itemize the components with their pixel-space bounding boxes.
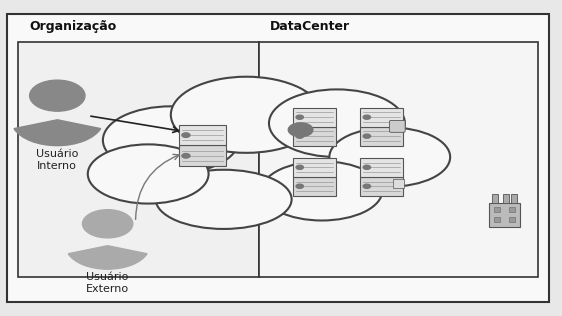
Circle shape (296, 165, 303, 169)
Circle shape (296, 115, 303, 119)
FancyBboxPatch shape (509, 217, 515, 222)
FancyBboxPatch shape (179, 125, 226, 145)
Circle shape (182, 154, 190, 158)
Circle shape (296, 134, 303, 138)
Circle shape (363, 184, 370, 188)
FancyBboxPatch shape (360, 127, 403, 146)
Ellipse shape (329, 127, 450, 187)
Text: Usuário
Externo: Usuário Externo (86, 272, 129, 294)
FancyBboxPatch shape (494, 217, 500, 222)
Circle shape (363, 165, 370, 169)
Ellipse shape (156, 170, 292, 229)
Circle shape (83, 210, 133, 238)
Circle shape (182, 133, 190, 137)
FancyBboxPatch shape (490, 203, 520, 227)
Circle shape (288, 123, 313, 137)
FancyBboxPatch shape (293, 158, 336, 177)
FancyBboxPatch shape (179, 145, 226, 166)
FancyBboxPatch shape (511, 194, 517, 203)
FancyBboxPatch shape (259, 42, 538, 277)
FancyBboxPatch shape (503, 194, 509, 203)
FancyBboxPatch shape (7, 14, 550, 302)
FancyBboxPatch shape (389, 120, 405, 132)
Text: Organização: Organização (29, 20, 116, 33)
Circle shape (296, 184, 303, 188)
FancyBboxPatch shape (293, 177, 336, 196)
Ellipse shape (88, 144, 209, 204)
Circle shape (30, 80, 85, 111)
Wedge shape (14, 120, 101, 146)
FancyBboxPatch shape (393, 179, 404, 188)
Ellipse shape (171, 77, 322, 153)
FancyBboxPatch shape (360, 158, 403, 177)
Ellipse shape (261, 161, 382, 221)
Ellipse shape (269, 89, 405, 157)
Circle shape (363, 134, 370, 138)
FancyBboxPatch shape (360, 177, 403, 196)
FancyBboxPatch shape (494, 208, 500, 212)
Ellipse shape (103, 106, 239, 174)
FancyBboxPatch shape (293, 127, 336, 146)
Text: Usuário
Interno: Usuário Interno (36, 149, 79, 171)
FancyBboxPatch shape (18, 42, 259, 277)
FancyBboxPatch shape (360, 108, 403, 127)
FancyBboxPatch shape (293, 108, 336, 127)
Wedge shape (68, 246, 147, 269)
FancyBboxPatch shape (509, 208, 515, 212)
Text: DataCenter: DataCenter (270, 20, 350, 33)
FancyBboxPatch shape (492, 194, 498, 203)
Circle shape (363, 115, 370, 119)
